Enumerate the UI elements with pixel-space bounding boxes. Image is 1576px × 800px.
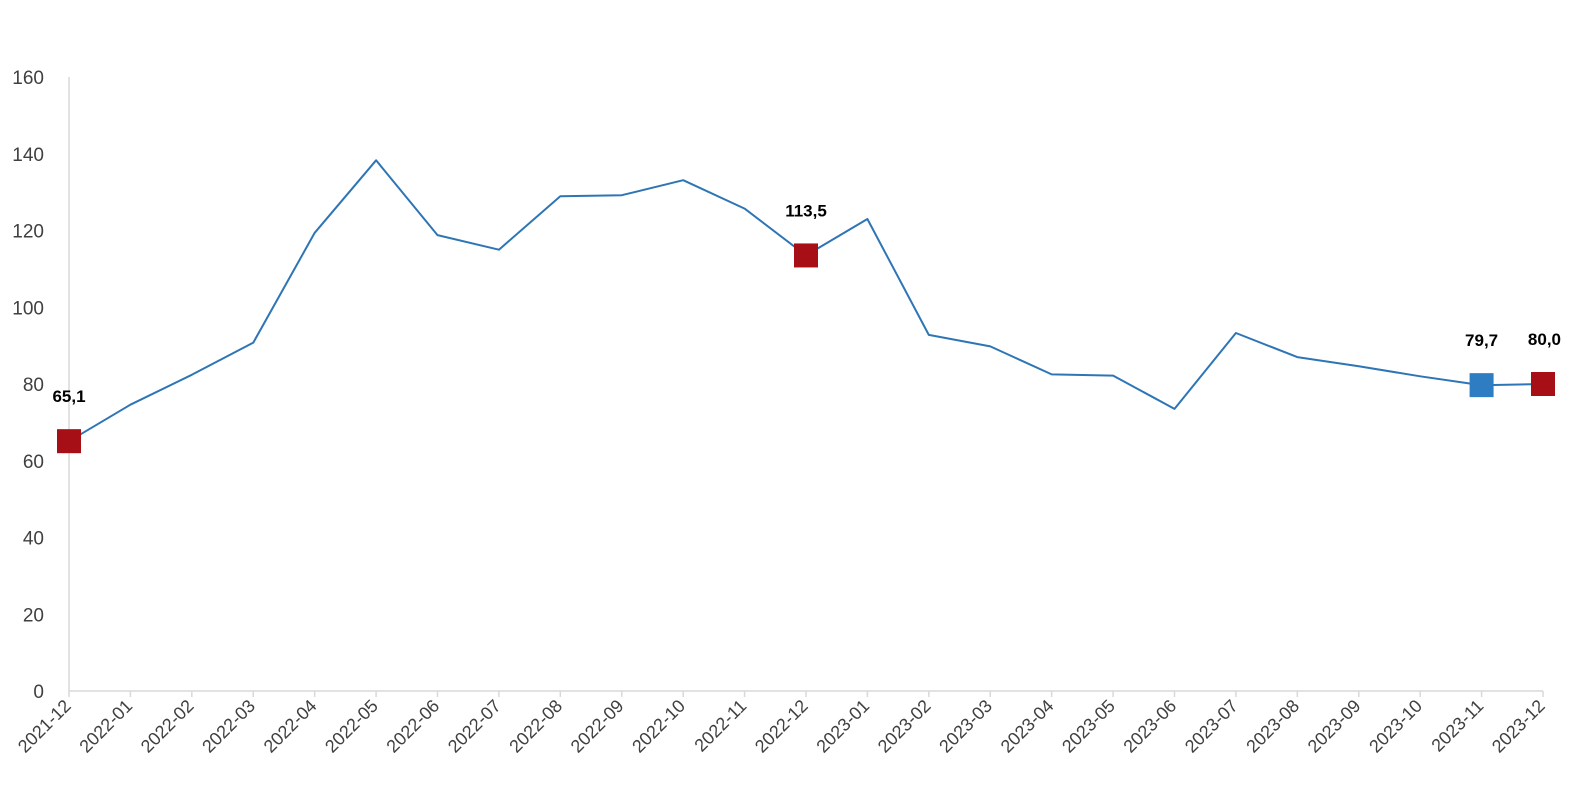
x-tick-label: 2022-02 — [137, 696, 198, 757]
highlight-marker — [57, 429, 81, 454]
x-tick-label: 2022-04 — [260, 696, 321, 757]
x-tick-label: 2023-09 — [1304, 696, 1365, 757]
highlight-markers — [57, 243, 1555, 454]
x-tick-label: 2022-03 — [198, 696, 259, 757]
y-tick-label: 20 — [23, 605, 44, 626]
y-tick-label: 100 — [12, 298, 44, 319]
x-tick-label: 2022-07 — [444, 696, 505, 757]
y-tick-label: 40 — [23, 529, 44, 550]
x-tick-label: 2023-12 — [1488, 696, 1549, 757]
x-axis: 2021-12 2022-01 2022-02 2022-03 2022-04 2022-… — [14, 690, 1549, 757]
y-tick-label: 0 — [33, 682, 44, 703]
x-tick-label: 2022-05 — [321, 696, 382, 757]
x-tick-label: 2021-12 — [14, 696, 75, 757]
y-axis: 0 20 40 60 80 100 120 140 160 — [12, 68, 70, 703]
data-label: 65,1 — [52, 387, 85, 406]
data-label: 79,7 — [1465, 331, 1498, 350]
data-label: 80,0 — [1528, 330, 1561, 349]
x-tick-label: 2023-05 — [1058, 696, 1119, 757]
x-tick-label: 2022-12 — [751, 696, 812, 757]
x-tick-label: 2022-01 — [75, 696, 136, 757]
y-tick-label: 160 — [12, 68, 44, 89]
x-tick-label: 2023-08 — [1242, 696, 1303, 757]
data-labels: 65,1 113,5 79,7 80,0 — [52, 201, 1561, 406]
x-tick-label: 2023-02 — [874, 696, 935, 757]
y-tick-label: 120 — [12, 222, 44, 243]
x-tick-label: 2023-11 — [1427, 696, 1487, 756]
x-tick-label: 2022-11 — [690, 696, 750, 756]
x-tick-label: 2023-06 — [1119, 696, 1180, 757]
highlight-marker — [1469, 373, 1494, 398]
y-tick-label: 80 — [23, 375, 44, 396]
highlight-marker — [1531, 372, 1555, 396]
x-tick-label: 2022-08 — [505, 696, 566, 757]
x-tick-label: 2023-07 — [1181, 696, 1242, 757]
x-tick-label: 2023-04 — [997, 696, 1058, 757]
x-tick-label: 2023-01 — [812, 696, 873, 757]
x-tick-label: 2023-10 — [1365, 696, 1426, 757]
y-tick-label: 140 — [12, 145, 44, 166]
data-label: 113,5 — [785, 201, 827, 220]
highlight-marker — [794, 243, 818, 268]
y-tick-label: 60 — [23, 452, 44, 473]
x-tick-label: 2022-06 — [382, 696, 443, 757]
x-tick-label: 2023-03 — [935, 696, 996, 757]
x-tick-label: 2022-09 — [567, 696, 628, 757]
x-tick-label: 2022-10 — [628, 696, 689, 757]
